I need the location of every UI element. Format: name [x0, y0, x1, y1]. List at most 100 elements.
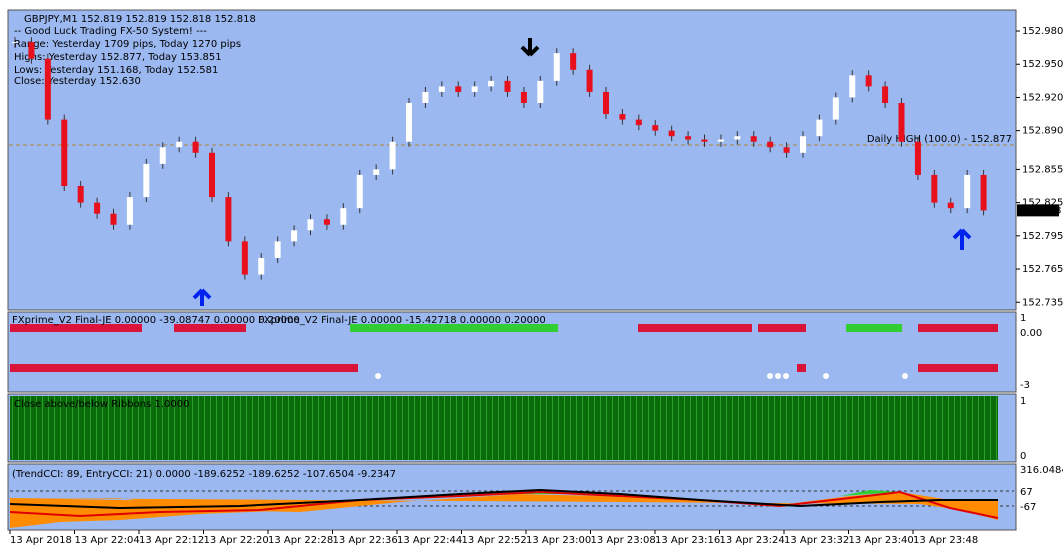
candle — [61, 119, 68, 187]
candle — [537, 80, 544, 103]
candle — [734, 136, 741, 140]
candle — [586, 69, 593, 92]
time-label: 13 Apr 23:32 — [784, 535, 849, 546]
sell-arrow — [520, 38, 540, 57]
candle — [422, 91, 429, 103]
time-label: 13 Apr 23:48 — [913, 535, 978, 546]
info-line: Highs: Yesterday 152.877, Today 153.851 — [14, 52, 222, 63]
time-label: 13 Apr 22:52 — [462, 535, 527, 546]
time-label: 13 Apr 2018 — [10, 535, 72, 546]
signal-bars — [10, 324, 998, 379]
candle — [570, 53, 577, 70]
info-line: Lows: Yesterday 151.168, Today 152.581 — [14, 65, 218, 76]
candle — [882, 86, 889, 103]
candle — [635, 119, 642, 126]
candle — [455, 86, 462, 92]
candle — [176, 141, 183, 148]
candle — [914, 141, 921, 175]
candle — [767, 141, 774, 148]
panel-tick: 0 — [1020, 451, 1026, 462]
candle — [652, 125, 659, 131]
panel-tick: 1 — [1020, 313, 1026, 324]
candle — [553, 53, 560, 81]
candle — [865, 75, 872, 87]
candle — [603, 91, 609, 115]
price-tick-label: 152.825 — [1022, 198, 1063, 209]
panel-tick: 67 — [1020, 487, 1033, 498]
panel-label: FXprime_V2 Final-JE 0.00000 -15.42718 0.… — [258, 315, 546, 326]
candle — [323, 219, 330, 225]
current-price-label: 152.818 — [1020, 205, 1061, 216]
candle — [783, 147, 790, 153]
buy-arrow — [952, 228, 972, 250]
candle — [750, 136, 757, 142]
candle — [258, 257, 265, 275]
candle — [274, 241, 281, 258]
panel-label: (TrendCCI: 89, EntryCCI: 21) 0.0000 -189… — [12, 469, 396, 480]
panel-label: Close above/below Ribbons 1.0000 — [14, 399, 189, 410]
info-line: Range: Yesterday 1709 pips, Today 1270 p… — [14, 39, 241, 50]
candle — [931, 174, 938, 203]
candle — [77, 186, 84, 203]
candle — [701, 139, 708, 142]
cci-lines — [9, 488, 1014, 528]
time-label: 13 Apr 22:12 — [139, 535, 204, 546]
candle — [947, 202, 954, 209]
buy-arrow — [192, 288, 212, 306]
panel-tick: 1 — [1020, 396, 1026, 407]
info-line: Close: Yesterday 152.630 — [14, 76, 141, 87]
price-tick-label: 152.890 — [1022, 126, 1063, 137]
price-tick-label: 152.735 — [1022, 297, 1063, 308]
price-tick-label: 152.950 — [1022, 59, 1063, 70]
candle — [619, 114, 626, 120]
candle — [126, 197, 133, 225]
candle — [685, 136, 692, 140]
candle — [209, 152, 215, 198]
panel-label: FXprime_V2 Final-JE 0.00000 -39.08747 0.… — [12, 315, 300, 326]
panel-tick: -67 — [1020, 502, 1036, 513]
candle — [44, 58, 51, 120]
candle — [800, 136, 806, 153]
candle — [307, 219, 314, 231]
candle — [241, 241, 248, 275]
candle — [159, 147, 166, 164]
candle — [898, 102, 905, 142]
candle — [94, 202, 101, 214]
candle — [291, 230, 298, 242]
price-tick-label: 152.855 — [1022, 164, 1063, 175]
candle — [832, 97, 839, 120]
panel-tick: 0.00 — [1020, 328, 1042, 339]
candle — [504, 80, 511, 92]
candle — [373, 169, 380, 175]
time-label: 13 Apr 23:16 — [655, 535, 720, 546]
candle — [12, 42, 18, 44]
price-tick-label: 152.920 — [1022, 92, 1063, 103]
candle — [110, 213, 117, 225]
daily-high-label: Daily HIGH (100.0) - 152.877 — [867, 134, 1012, 145]
time-label: 13 Apr 22:36 — [333, 535, 398, 546]
ribbon-bars — [10, 396, 998, 460]
candle — [225, 197, 232, 242]
time-label: 13 Apr 22:44 — [397, 535, 462, 546]
symbol-line: GBPJPY,M1 152.819 152.819 152.818 152.81… — [24, 14, 256, 25]
time-label: 13 Apr 22:28 — [268, 535, 333, 546]
candle — [849, 75, 856, 98]
candle — [488, 80, 495, 87]
candle — [438, 86, 445, 92]
candle — [668, 130, 675, 137]
price-panel — [7, 9, 1017, 311]
price-tick-label: 152.795 — [1022, 231, 1063, 242]
time-label: 13 Apr 23:40 — [849, 535, 914, 546]
time-label: 13 Apr 22:04 — [75, 535, 140, 546]
candle — [980, 174, 987, 211]
candle — [816, 119, 823, 137]
panel-tick: 316.0484 — [1020, 465, 1063, 476]
time-label: 13 Apr 23:08 — [591, 535, 656, 546]
panel-tick: -3 — [1020, 380, 1030, 391]
candle — [340, 208, 347, 225]
candle — [143, 163, 150, 198]
price-tick-label: 152.765 — [1022, 264, 1063, 275]
candle — [406, 102, 412, 142]
time-label: 13 Apr 23:00 — [526, 535, 591, 546]
